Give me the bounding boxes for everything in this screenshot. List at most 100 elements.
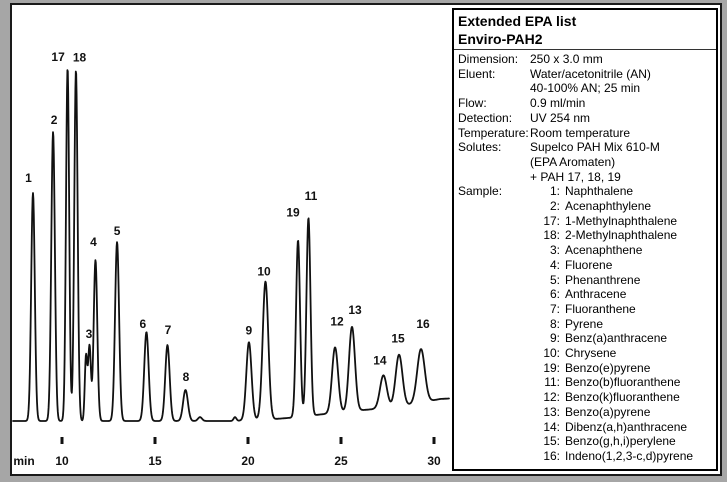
sample-name: Benzo(b)fluoranthene bbox=[565, 375, 681, 390]
sample-item: 17: 1-Methylnaphthalene bbox=[540, 214, 693, 229]
spec-row-eluent: Eluent: Water/acetonitrile (AN) bbox=[458, 67, 714, 82]
peak-label-2: 2 bbox=[51, 113, 58, 127]
sample-item: 9: Benz(a)anthracene bbox=[540, 331, 693, 346]
spec-label: Temperature: bbox=[458, 125, 529, 140]
sample-name: Indeno(1,2,3-c,d)pyrene bbox=[565, 448, 694, 463]
sample-number: 6: bbox=[549, 287, 560, 302]
sample-number: 19: bbox=[543, 360, 560, 375]
sample-item: 15: Benzo(g,h,i)perylene bbox=[540, 434, 693, 449]
divider bbox=[454, 49, 716, 50]
sample-section: Sample: 1: Naphthalene 2: Acenaphthylene 1… bbox=[458, 184, 714, 463]
spec-row-solutes-cont: (EPA Aromaten) bbox=[458, 155, 714, 170]
x-axis-tick-label: 20 bbox=[241, 454, 255, 468]
sample-name: Acenaphthene bbox=[565, 243, 643, 258]
peak-label-7: 7 bbox=[165, 323, 172, 337]
sample-number: 8: bbox=[549, 316, 560, 331]
sample-list: 1: Naphthalene 2: Acenaphthylene 17: 1-Meth… bbox=[540, 184, 693, 463]
sample-number: 16: bbox=[543, 448, 560, 463]
peak-label-15: 15 bbox=[391, 332, 405, 346]
sample-name: Pyrene bbox=[565, 316, 604, 331]
sample-number: 9: bbox=[549, 331, 560, 346]
sample-name: Acenaphthylene bbox=[565, 199, 652, 214]
peak-label-19: 19 bbox=[286, 205, 300, 219]
peak-label-17: 17 bbox=[51, 50, 65, 64]
sample-item: 16: Indeno(1,2,3-c,d)pyrene bbox=[540, 449, 693, 464]
sample-name: 1-Methylnaphthalene bbox=[565, 213, 678, 228]
sample-item: 10: Chrysene bbox=[540, 346, 693, 361]
sample-number: 15: bbox=[543, 434, 560, 449]
sample-name: Benzo(k)fluoranthene bbox=[565, 390, 680, 405]
sample-number: 1: bbox=[549, 184, 560, 199]
x-axis-tick-label: 25 bbox=[334, 454, 348, 468]
spec-value: 250 x 3.0 mm bbox=[530, 52, 603, 66]
spec-row-temperature: Temperature: Room temperature bbox=[458, 126, 714, 141]
peak-label-5: 5 bbox=[114, 224, 121, 238]
sample-item: 19: Benzo(e)pyrene bbox=[540, 361, 693, 376]
sample-item: 6: Anthracene bbox=[540, 287, 693, 302]
spec-label: Flow: bbox=[458, 96, 487, 111]
peak-label-12: 12 bbox=[330, 314, 344, 328]
peak-label-18: 18 bbox=[73, 51, 87, 65]
sample-item: 14: Dibenz(a,h)anthracene bbox=[540, 420, 693, 435]
spec-value: 0.9 ml/min bbox=[530, 96, 586, 111]
spec-value: (EPA Aromaten) bbox=[530, 154, 616, 169]
spec-value: Room temperature bbox=[530, 125, 631, 140]
peak-label-8: 8 bbox=[183, 370, 190, 384]
spec-label bbox=[458, 170, 530, 185]
x-axis-tick-label: 30 bbox=[427, 454, 441, 468]
x-axis-unit-label: min bbox=[13, 454, 34, 468]
spec-row-detection: Detection: UV 254 nm bbox=[458, 111, 714, 126]
sample-item: 18: 2-Methylnaphthalene bbox=[540, 228, 693, 243]
panel-subtitle: Enviro-PAH2 bbox=[458, 31, 543, 47]
spec-row-solutes: Solutes: Supelco PAH Mix 610-M bbox=[458, 140, 714, 155]
sample-name: Phenanthrene bbox=[565, 272, 641, 287]
sample-item: 7: Fluoranthene bbox=[540, 302, 693, 317]
peak-label-11: 11 bbox=[305, 189, 318, 203]
peak-label-14: 14 bbox=[373, 353, 387, 367]
sample-name: Benzo(g,h,i)perylene bbox=[565, 434, 676, 449]
spec-value: + PAH 17, 18, 19 bbox=[530, 169, 621, 184]
peak-label-9: 9 bbox=[246, 323, 253, 337]
sample-name: Chrysene bbox=[565, 346, 617, 361]
sample-name: Dibenz(a,h)anthracene bbox=[565, 419, 688, 434]
sample-number: 13: bbox=[543, 404, 560, 419]
chromatogram-trace bbox=[12, 69, 450, 422]
sample-name: Fluoranthene bbox=[565, 301, 636, 316]
sample-item: 2: Acenaphthylene bbox=[540, 199, 693, 214]
sample-item: 11: Benzo(b)fluoranthene bbox=[540, 375, 693, 390]
spec-row-dimension: Dimension: 250 x 3.0 mm bbox=[458, 52, 714, 67]
peak-label-6: 6 bbox=[140, 317, 147, 331]
spec-row-eluent-cont: 40-100% AN; 25 min bbox=[458, 81, 714, 96]
sample-number: 3: bbox=[549, 243, 560, 258]
sample-section-label: Sample: bbox=[458, 184, 503, 199]
sample-number: 4: bbox=[549, 257, 560, 272]
spec-label bbox=[458, 155, 530, 170]
info-panel: Extended EPA list Enviro-PAH2 Dimension:… bbox=[452, 8, 718, 471]
sample-name: Anthracene bbox=[565, 287, 627, 302]
sample-name: Benz(a)anthracene bbox=[565, 331, 668, 346]
sample-item: 12: Benzo(k)fluoranthene bbox=[540, 390, 693, 405]
spec-row-flow: Flow: 0.9 ml/min bbox=[458, 96, 714, 111]
sample-item: 13: Benzo(a)pyrene bbox=[540, 405, 693, 420]
spec-row-solutes-cont2: + PAH 17, 18, 19 bbox=[458, 170, 714, 185]
sample-number: 17: bbox=[543, 213, 560, 228]
panel-title: Extended EPA list bbox=[458, 13, 577, 29]
spec-value: 40-100% AN; 25 min bbox=[530, 81, 641, 96]
sample-number: 7: bbox=[549, 301, 560, 316]
peak-label-1: 1 bbox=[25, 171, 32, 185]
spec-value: Water/acetonitrile (AN) bbox=[530, 66, 651, 81]
sample-item: 3: Acenaphthene bbox=[540, 243, 693, 258]
sample-item: 8: Pyrene bbox=[540, 317, 693, 332]
peak-label-3: 3 bbox=[86, 327, 93, 341]
x-axis-tick-label: 10 bbox=[55, 454, 69, 468]
peak-label-16: 16 bbox=[416, 317, 430, 331]
sample-name: Benzo(e)pyrene bbox=[565, 360, 651, 375]
spec-label: Solutes: bbox=[458, 140, 502, 155]
spec-label bbox=[458, 81, 530, 96]
spec-label: Detection: bbox=[458, 110, 513, 125]
sample-number: 18: bbox=[543, 228, 560, 243]
spec-label: Eluent: bbox=[458, 66, 496, 81]
sample-item: 5: Phenanthrene bbox=[540, 273, 693, 288]
sample-item: 4: Fluorene bbox=[540, 258, 693, 273]
